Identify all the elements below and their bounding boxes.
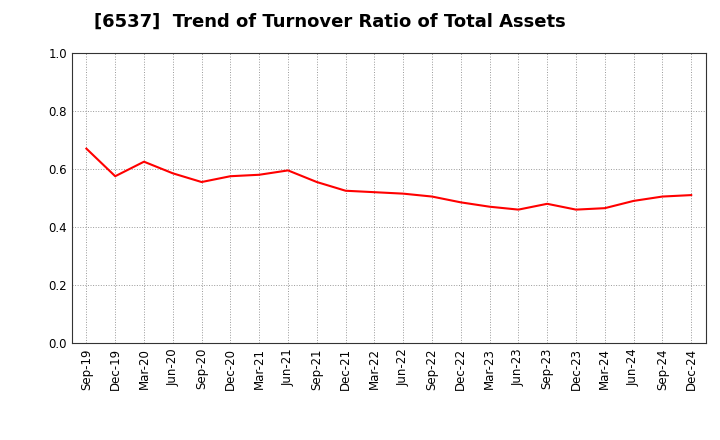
- Text: [6537]  Trend of Turnover Ratio of Total Assets: [6537] Trend of Turnover Ratio of Total …: [94, 13, 565, 31]
